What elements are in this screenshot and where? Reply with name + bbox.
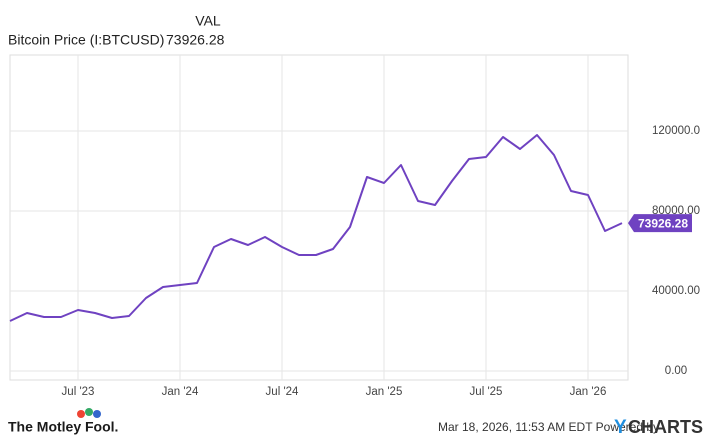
logo-dot [77,410,85,418]
value-header: VAL [195,13,221,29]
price-line [9,134,623,322]
x-tick-label: Jul '24 [266,386,299,398]
brand: The Motley Fool. [8,419,118,435]
last-value-badge [628,214,692,233]
y-tick-label: 120000.0 [652,125,700,137]
last-value-label: 73926.28 [638,216,688,230]
plot-frame [9,54,629,381]
y-tick-label: 0.00 [665,365,687,377]
x-tick-label: Jul '25 [470,386,503,398]
y-tick-label: 80000.00 [652,205,700,217]
timestamp: Mar 18, 2026, 11:53 AM EDT Powered by [438,420,659,434]
provider-name: CHARTS [628,417,703,437]
logo-dot [85,408,93,416]
x-tick-label: Jan '26 [570,386,607,398]
legend-value: 73926.28 [166,32,225,48]
provider-y: Y [614,417,627,438]
y-tick-label: 40000.00 [652,285,700,297]
x-tick-label: Jan '24 [162,386,199,398]
x-tick-label: Jul '23 [62,386,95,398]
x-tick-label: Jan '25 [366,386,403,398]
logo-dot [93,410,101,418]
legend-label: Bitcoin Price (I:BTCUSD) [8,32,164,48]
motley-logo [77,408,101,418]
